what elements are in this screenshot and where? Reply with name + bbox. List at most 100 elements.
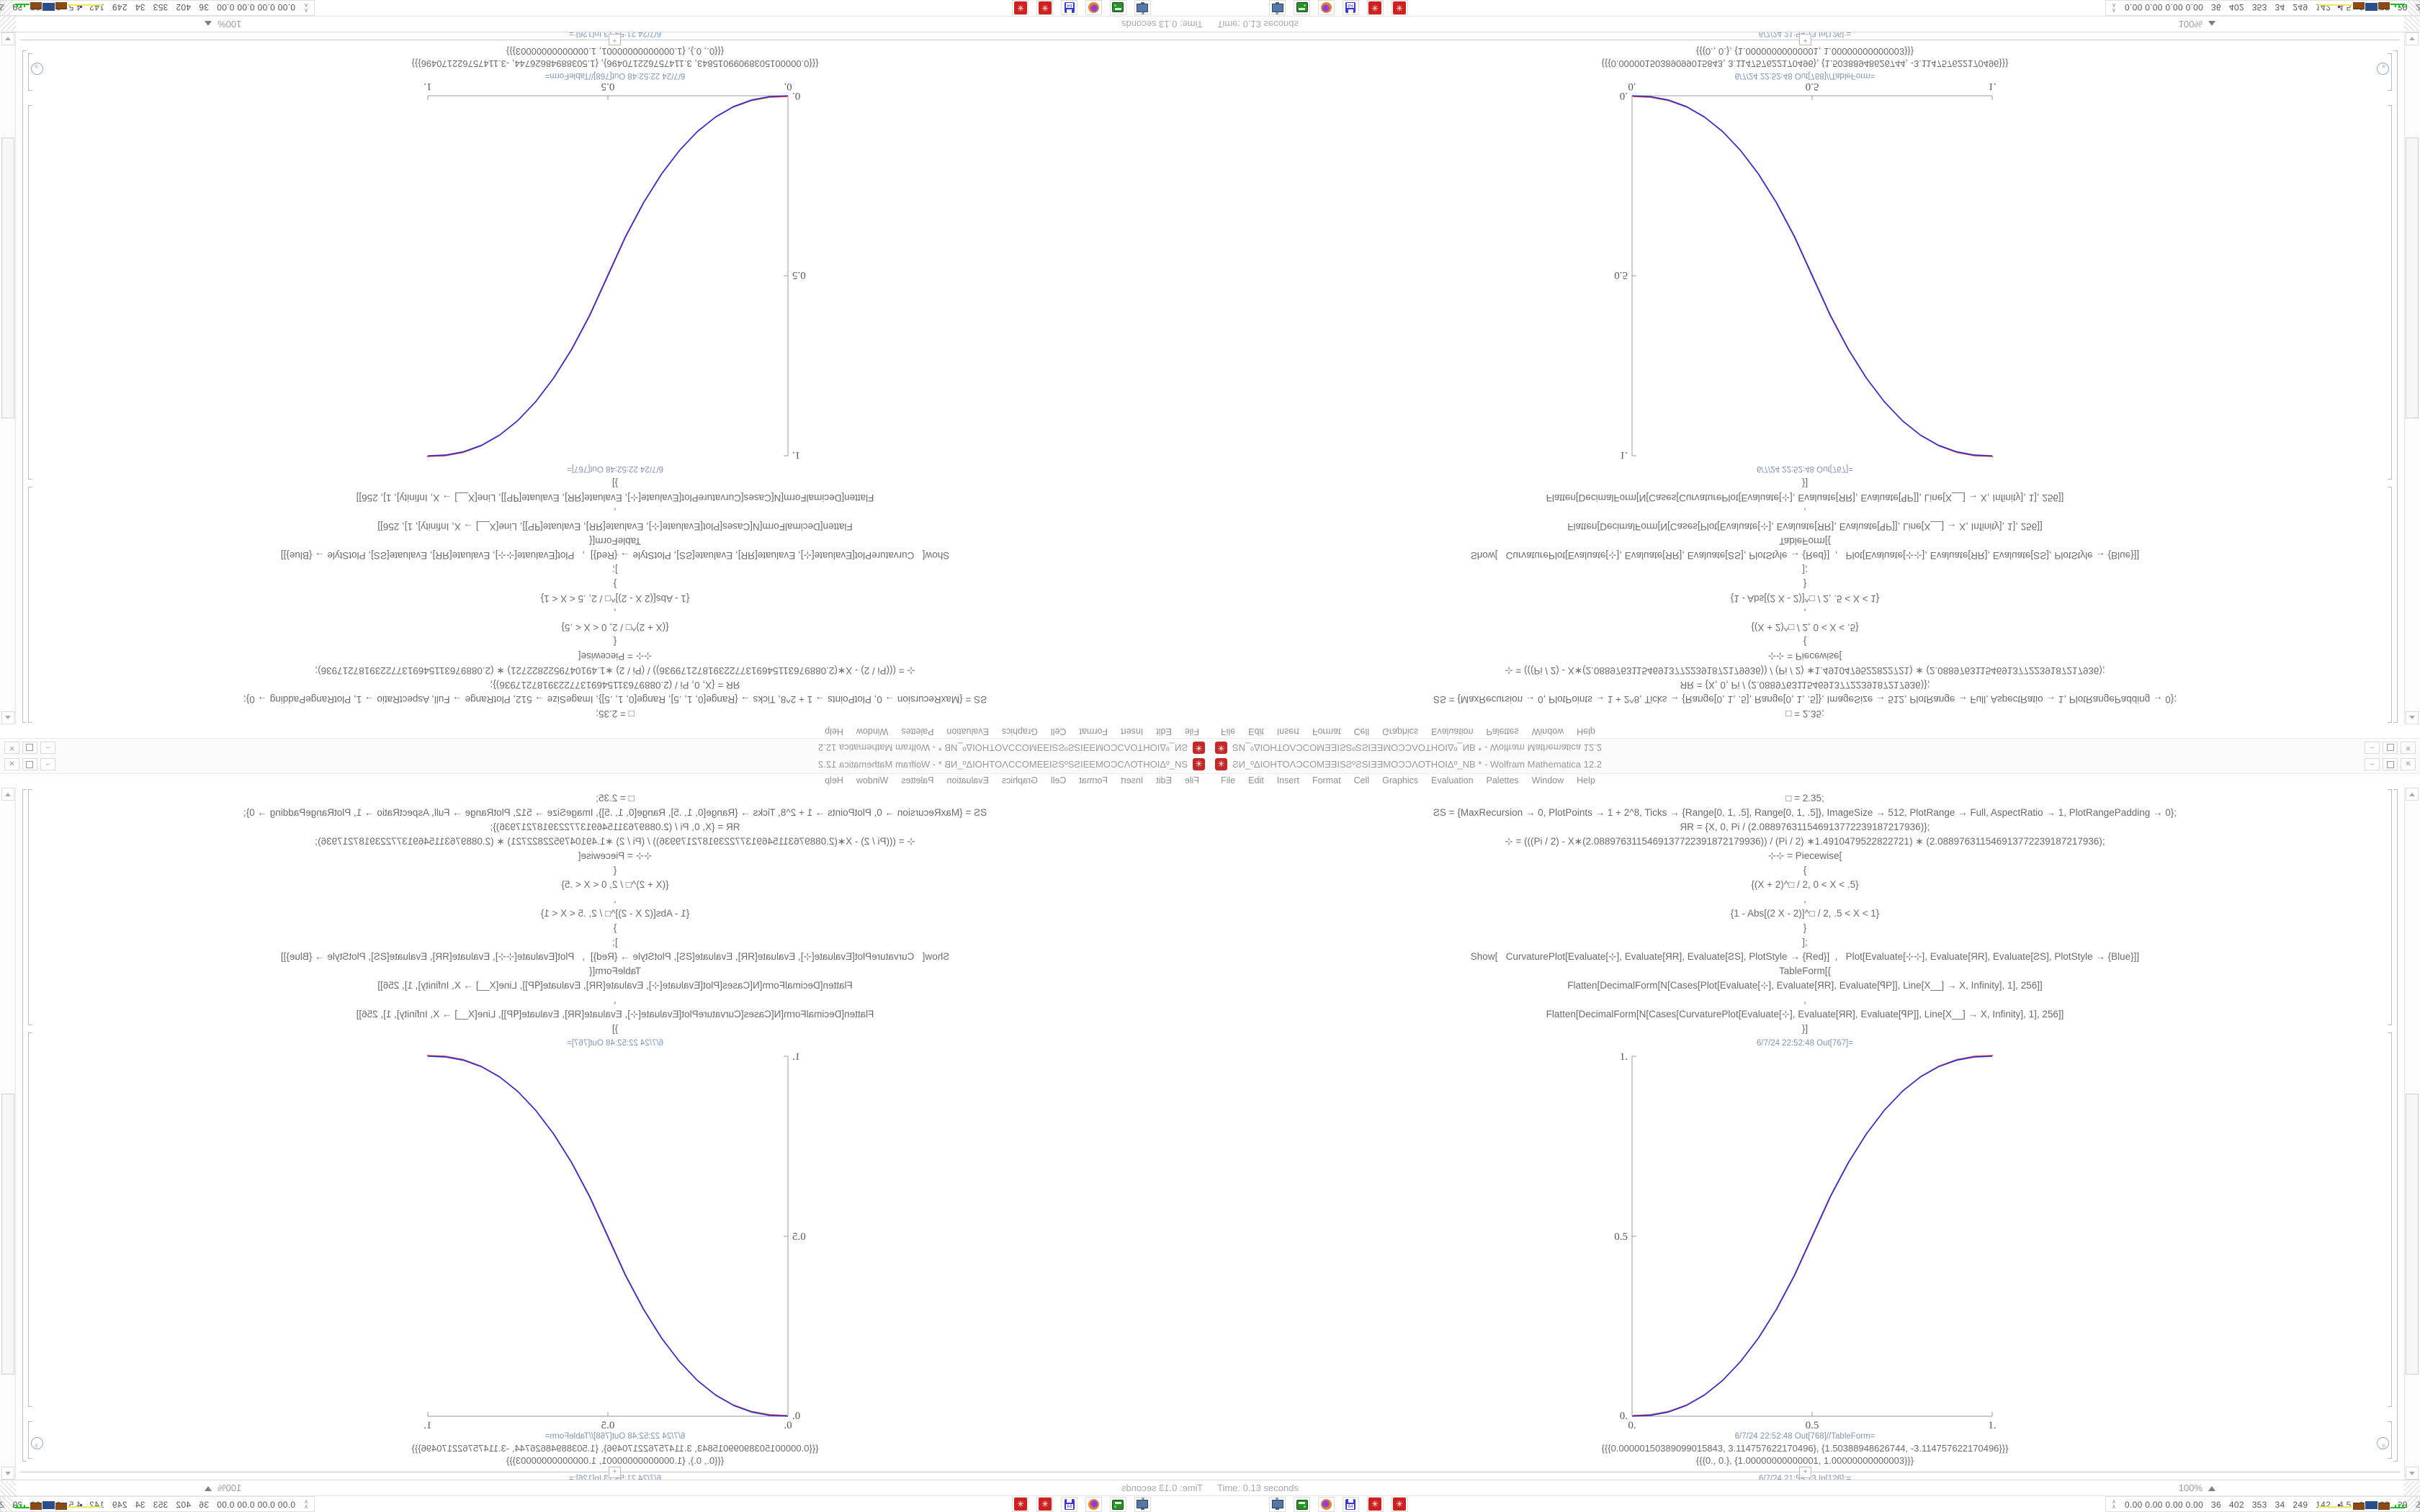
code-line[interactable]: ⊹⊹ = Piecewise[ — [1767, 651, 1842, 662]
code-line[interactable]: ⊹ = (((Pi / 2) - X∗(2.088976311546913772… — [315, 836, 915, 847]
floppy-64-launcher-icon[interactable]: 64 — [1061, 1497, 1077, 1512]
firefox-launcher-icon[interactable] — [1318, 0, 1335, 15]
scroll-down-button[interactable] — [2406, 32, 2419, 45]
code-line[interactable]: {1 - Abs[(2 X - 2)]^□ / 2, .5 < X < 1} — [540, 908, 690, 919]
close-button[interactable]: ✕ — [2401, 758, 2416, 770]
code-line[interactable]: ƧS = {MaxRecursion → 0, PlotPoints → 1 +… — [243, 807, 987, 818]
red-gear-launcher-icon[interactable]: ✳ — [1392, 0, 1408, 15]
menu-item[interactable]: Help — [1577, 775, 1595, 786]
scroll-up-button[interactable] — [1, 711, 14, 724]
menu-item[interactable]: Cell — [1050, 726, 1067, 737]
code-line[interactable]: {(X + 2)^□ / 2, 0 < X < .5} — [561, 622, 669, 633]
menu-item[interactable]: Format — [1312, 775, 1341, 786]
code-line[interactable]: ЯR = {X, 0, Pi / (2.08897631154691377223… — [490, 822, 740, 832]
close-button[interactable]: ✕ — [4, 742, 19, 754]
menu-item[interactable]: Window — [1531, 726, 1564, 737]
plot-output-cell-bracket[interactable] — [2388, 1032, 2392, 1407]
code-line[interactable]: } — [1803, 579, 1807, 590]
code-line[interactable]: Flatten[DecimalForm[N[Cases[CurvaturePlo… — [1546, 492, 2064, 503]
magnification-level[interactable]: 100% — [2178, 19, 2202, 30]
code-line[interactable]: {(X + 2)^□ / 2, 0 < X < .5} — [561, 879, 669, 890]
menu-item[interactable]: Cell — [1353, 726, 1370, 737]
code-line[interactable]: , — [1803, 507, 1806, 518]
vertical-scrollbar[interactable] — [0, 32, 16, 724]
menu-item[interactable]: Palettes — [901, 775, 934, 786]
insert-cell-plus-icon[interactable]: + — [609, 1467, 621, 1478]
menu-item[interactable]: Evaluation — [946, 726, 989, 737]
code-line[interactable]: }] — [1801, 478, 1809, 489]
insert-cell-plus-icon[interactable]: + — [1799, 1467, 1811, 1478]
maximize-button[interactable] — [22, 742, 37, 754]
vertical-scrollbar[interactable] — [0, 788, 16, 1480]
menu-item[interactable]: Insert — [1276, 726, 1299, 737]
notebook-content[interactable]: □ = 2.35; ƧS = {MaxRecursion → 0, PlotPoi… — [20, 32, 1210, 724]
code-line[interactable]: ƧS = {MaxRecursion → 0, PlotPoints → 1 +… — [1433, 807, 2177, 818]
menu-item[interactable]: Help — [825, 775, 843, 786]
input-cell[interactable]: □ = 2.35; ƧS = {MaxRecursion → 0, PlotPoi… — [20, 791, 1210, 1036]
table-output-cell-bracket[interactable] — [2388, 53, 2392, 91]
code-line[interactable]: } — [1803, 922, 1807, 933]
scroll-down-button[interactable] — [1, 1467, 14, 1480]
menu-item[interactable]: Palettes — [1486, 726, 1519, 737]
code-line[interactable]: ЯR = {X, 0, Pi / (2.08897631154691377223… — [1680, 680, 1930, 690]
scroll-up-button[interactable] — [1, 788, 14, 801]
code-line[interactable]: TableForm[{ — [588, 536, 642, 546]
input-cell-bracket[interactable] — [2388, 487, 2392, 723]
red-gear-launcher-icon[interactable]: ✳ — [1367, 0, 1384, 15]
menu-item[interactable]: Graphics — [1382, 726, 1419, 737]
notebook-content[interactable]: □ = 2.35; ƧS = {MaxRecursion → 0, PlotPoi… — [1210, 788, 2400, 1480]
firefox-launcher-icon[interactable] — [1318, 1497, 1335, 1512]
plot-output-cell-bracket[interactable] — [28, 1032, 32, 1407]
input-cell[interactable]: □ = 2.35; ƧS = {MaxRecursion → 0, PlotPoi… — [20, 476, 1210, 721]
code-line[interactable]: {1 - Abs[(2 X - 2)]^□ / 2, .5 < X < 1} — [1730, 908, 1880, 919]
menu-item[interactable]: File — [1221, 726, 1236, 737]
code-line[interactable]: ]; — [1802, 937, 1808, 948]
resize-grip-icon[interactable] — [2404, 16, 2420, 31]
code-line[interactable]: }] — [611, 1023, 619, 1034]
camera-monitor-launcher-icon[interactable] — [1134, 1497, 1151, 1512]
resize-grip-icon[interactable] — [0, 16, 16, 31]
floppy-64-launcher-icon[interactable]: 64 — [1061, 0, 1077, 15]
menu-item[interactable]: Edit — [1248, 775, 1264, 786]
scroll-up-button[interactable] — [2406, 788, 2419, 801]
scrollbar-thumb[interactable] — [1, 138, 14, 418]
cell-group-bracket[interactable] — [22, 50, 27, 723]
menu-item[interactable]: Help — [825, 726, 843, 737]
code-line[interactable]: {1 - Abs[(2 X - 2)]^□ / 2, .5 < X < 1} — [540, 593, 690, 604]
green-device-launcher-icon[interactable] — [1294, 1497, 1310, 1512]
firefox-launcher-icon[interactable] — [1085, 1497, 1102, 1512]
code-line[interactable]: ЯR = {X, 0, Pi / (2.08897631154691377223… — [1680, 822, 1930, 832]
menu-item[interactable]: Palettes — [901, 726, 934, 737]
code-line[interactable]: TableForm[{ — [588, 966, 642, 976]
code-line[interactable]: ⊹⊹ = Piecewise[ — [578, 850, 653, 861]
green-device-launcher-icon[interactable] — [1110, 0, 1126, 15]
red-gear-launcher-icon[interactable]: ✳ — [1036, 0, 1053, 15]
code-line[interactable]: ƧS = {MaxRecursion → 0, PlotPoints → 1 +… — [1433, 694, 2177, 705]
code-line[interactable]: ЯR = {X, 0, Pi / (2.08897631154691377223… — [490, 680, 740, 690]
menu-item[interactable]: Window — [1531, 775, 1564, 786]
code-line[interactable]: { — [1803, 636, 1807, 647]
cell-group-toggle-icon[interactable]: » — [2377, 1437, 2389, 1449]
cell-group-toggle-icon[interactable]: » — [2377, 63, 2389, 75]
cell-group-bracket[interactable] — [2393, 789, 2398, 1462]
menu-item[interactable]: Format — [1079, 726, 1108, 737]
input-cell-bracket[interactable] — [28, 487, 32, 723]
code-line[interactable]: ⊹ = (((Pi / 2) - X∗(2.088976311546913772… — [1505, 665, 2105, 676]
code-line[interactable]: Flatten[DecimalForm[N[Cases[CurvaturePlo… — [356, 1009, 874, 1020]
code-line[interactable]: TableForm[{ — [1778, 966, 1832, 976]
menu-item[interactable]: Format — [1312, 726, 1341, 737]
notebook-content[interactable]: □ = 2.35; ƧS = {MaxRecursion → 0, PlotPoi… — [20, 788, 1210, 1480]
camera-monitor-launcher-icon[interactable] — [1134, 0, 1151, 15]
window-titlebar[interactable]: ✳ ƧИ_ºΔIOHTOΛƆCOMƎƎISƧºƧSIƎƎMOƆƆΛOTHOIΔº… — [0, 738, 1210, 756]
menu-item[interactable]: Evaluation — [946, 775, 989, 786]
code-line[interactable]: Flatten[DecimalForm[N[Cases[CurvaturePlo… — [356, 492, 874, 503]
code-line[interactable]: ]; — [1802, 564, 1808, 575]
scroll-up-button[interactable] — [2406, 711, 2419, 724]
window-titlebar[interactable]: ✳ ƧИ_ºΔIOHTOΛƆCOMƎƎISƧºƧSIƎƎMOƆƆΛOTHOIΔº… — [1210, 738, 2420, 756]
maximize-button[interactable] — [2383, 758, 2398, 770]
scrollbar-thumb[interactable] — [2406, 138, 2419, 418]
magnification-arrow-icon[interactable] — [205, 21, 212, 26]
code-line[interactable]: {1 - Abs[(2 X - 2)]^□ / 2, .5 < X < 1} — [1730, 593, 1880, 604]
code-line[interactable]: Show[ CurvaturePlot[Evaluate[⊹], Evaluat… — [280, 550, 950, 561]
chevron-up-icon[interactable]: ∧ ∧ — [304, 2, 308, 14]
